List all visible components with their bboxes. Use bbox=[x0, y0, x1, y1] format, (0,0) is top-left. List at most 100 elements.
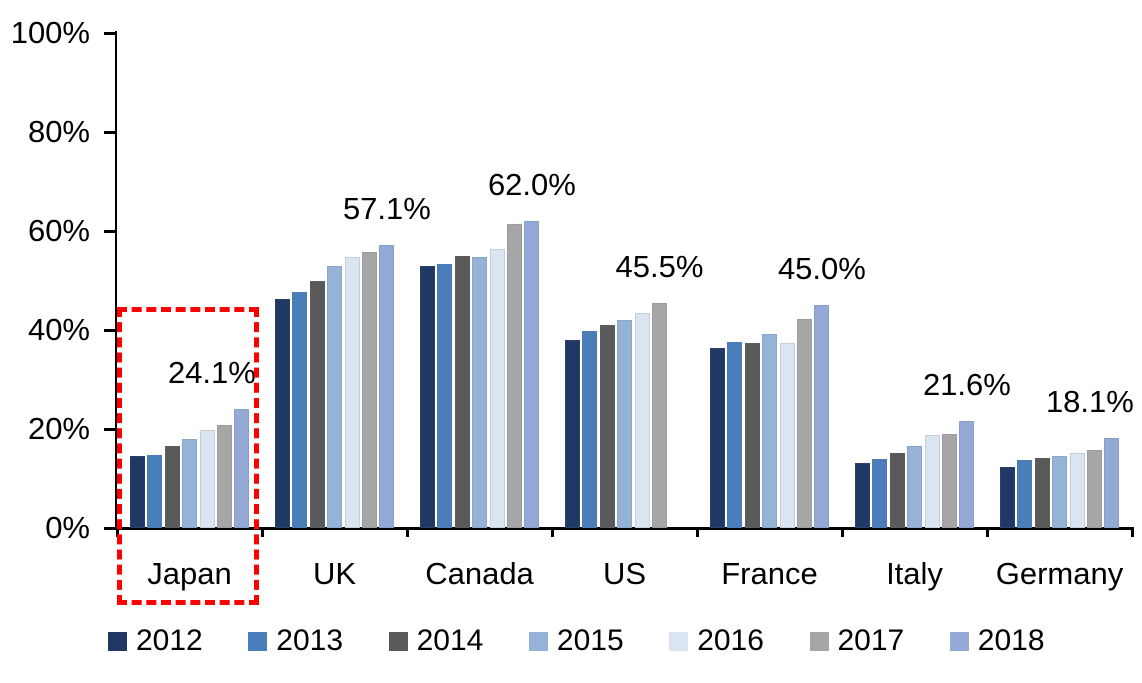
bar-germany-2018 bbox=[1104, 438, 1120, 528]
category-label-france: France bbox=[721, 556, 818, 591]
legend-item-2013: 2013 bbox=[248, 624, 343, 658]
bar-france-2012 bbox=[710, 348, 725, 528]
legend-swatch-2018 bbox=[949, 631, 969, 651]
bar-canada-2015 bbox=[472, 257, 488, 528]
y-axis-tick-label: 60% bbox=[27, 213, 90, 248]
bar-germany-2017 bbox=[1087, 450, 1102, 528]
legend-swatch-2017 bbox=[809, 631, 829, 651]
bar-germany-2014 bbox=[1034, 458, 1050, 528]
bar-us-2012 bbox=[565, 339, 580, 528]
bar-italy-2015 bbox=[907, 445, 923, 528]
legend-label-2018: 2018 bbox=[977, 624, 1045, 657]
data-label-canada: 62.0% bbox=[487, 167, 576, 203]
bar-uk-2014 bbox=[309, 281, 325, 528]
x-axis-tick bbox=[1130, 528, 1134, 537]
category-label-uk: UK bbox=[312, 556, 357, 591]
bar-france-2013 bbox=[727, 342, 743, 528]
bar-canada-2013 bbox=[437, 264, 453, 528]
x-axis-tick bbox=[840, 528, 844, 537]
data-label-japan: 24.1% bbox=[167, 354, 256, 390]
data-label-france: 45.0% bbox=[777, 251, 866, 287]
legend-label-2016: 2016 bbox=[697, 624, 764, 657]
bar-germany-2013 bbox=[1017, 459, 1033, 528]
legend-label-2014: 2014 bbox=[416, 624, 484, 657]
bar-italy-2016 bbox=[924, 434, 940, 528]
bar-italy-2013 bbox=[872, 459, 888, 528]
category-label-canada: Canada bbox=[425, 556, 534, 591]
bar-japan-2015 bbox=[182, 439, 198, 528]
legend-label-2013: 2013 bbox=[276, 624, 344, 657]
data-label-italy: 21.6% bbox=[922, 367, 1011, 403]
y-axis-tick bbox=[104, 229, 115, 233]
bar-us-2016 bbox=[634, 313, 650, 528]
bar-germany-2016 bbox=[1069, 452, 1085, 528]
bar-germany-2012 bbox=[1000, 467, 1015, 528]
bar-us-2014 bbox=[599, 325, 615, 528]
data-label-uk: 57.1% bbox=[342, 191, 431, 227]
bar-italy-2018 bbox=[959, 421, 975, 528]
y-axis-tick-label: 100% bbox=[10, 15, 90, 50]
legend-swatch-2014 bbox=[388, 631, 408, 651]
y-axis-tick-label: 0% bbox=[45, 510, 90, 545]
bar-japan-2013 bbox=[147, 454, 163, 528]
legend-item-2016: 2016 bbox=[669, 624, 764, 658]
bar-canada-2012 bbox=[420, 266, 435, 528]
bar-uk-2013 bbox=[292, 292, 308, 528]
bar-japan-2018 bbox=[234, 408, 250, 528]
x-axis-tick bbox=[695, 528, 699, 537]
bar-france-2017 bbox=[797, 319, 812, 528]
y-axis-tick bbox=[104, 526, 115, 530]
legend: 2012 2013 2014 2015 2016 2017 2018 bbox=[0, 624, 1142, 664]
y-axis-tick bbox=[104, 130, 115, 134]
y-axis-tick-label: 20% bbox=[27, 411, 90, 446]
bar-france-2015 bbox=[762, 333, 778, 528]
x-axis-tick bbox=[405, 528, 409, 537]
bar-us-2015 bbox=[617, 320, 633, 528]
category-label-us: US bbox=[602, 556, 647, 591]
bar-us-2017 bbox=[652, 302, 667, 528]
legend-item-2014: 2014 bbox=[388, 624, 484, 658]
y-axis-tick-label: 80% bbox=[27, 114, 90, 149]
data-label-germany: 18.1% bbox=[1045, 384, 1134, 420]
bar-france-2016 bbox=[779, 343, 795, 528]
legend-item-2018: 2018 bbox=[949, 624, 1045, 658]
legend-swatch-2013 bbox=[248, 631, 268, 651]
bar-uk-2017 bbox=[362, 251, 377, 528]
legend-swatch-2012 bbox=[108, 631, 127, 651]
y-axis-tick bbox=[104, 427, 115, 431]
bar-uk-2018 bbox=[379, 245, 395, 528]
x-axis-tick bbox=[550, 528, 554, 537]
highlight-box-japan bbox=[117, 307, 259, 605]
category-label-japan: Japan bbox=[147, 556, 232, 591]
bar-germany-2015 bbox=[1052, 455, 1068, 528]
x-axis-tick bbox=[260, 528, 264, 537]
legend-item-2017: 2017 bbox=[809, 624, 905, 658]
legend-item-2015: 2015 bbox=[528, 624, 624, 658]
bar-canada-2017 bbox=[507, 223, 522, 528]
bar-italy-2014 bbox=[889, 453, 905, 528]
bar-france-2018 bbox=[814, 305, 830, 528]
bar-us-2013 bbox=[582, 330, 598, 528]
bar-france-2014 bbox=[744, 342, 760, 528]
legend-label-2012: 2012 bbox=[136, 624, 203, 657]
bar-japan-2012 bbox=[130, 456, 145, 528]
y-axis-tick-label: 40% bbox=[27, 312, 90, 347]
bar-uk-2016 bbox=[344, 257, 360, 528]
data-label-us: 45.5% bbox=[615, 248, 704, 284]
legend-label-2017: 2017 bbox=[837, 624, 905, 657]
category-label-italy: Italy bbox=[886, 556, 943, 591]
bar-canada-2016 bbox=[489, 249, 505, 528]
legend-label-2015: 2015 bbox=[556, 624, 624, 657]
legend-swatch-2015 bbox=[528, 631, 548, 651]
legend-swatch-2016 bbox=[669, 631, 689, 651]
bar-italy-2017 bbox=[942, 433, 957, 528]
y-axis-tick bbox=[104, 31, 115, 35]
bar-canada-2014 bbox=[454, 256, 470, 528]
y-axis-line bbox=[114, 31, 117, 530]
y-axis-tick bbox=[104, 328, 115, 332]
bar-japan-2014 bbox=[164, 446, 180, 528]
legend-item-2012: 2012 bbox=[108, 624, 203, 658]
bar-italy-2012 bbox=[855, 463, 870, 528]
x-axis-tick bbox=[985, 528, 989, 537]
